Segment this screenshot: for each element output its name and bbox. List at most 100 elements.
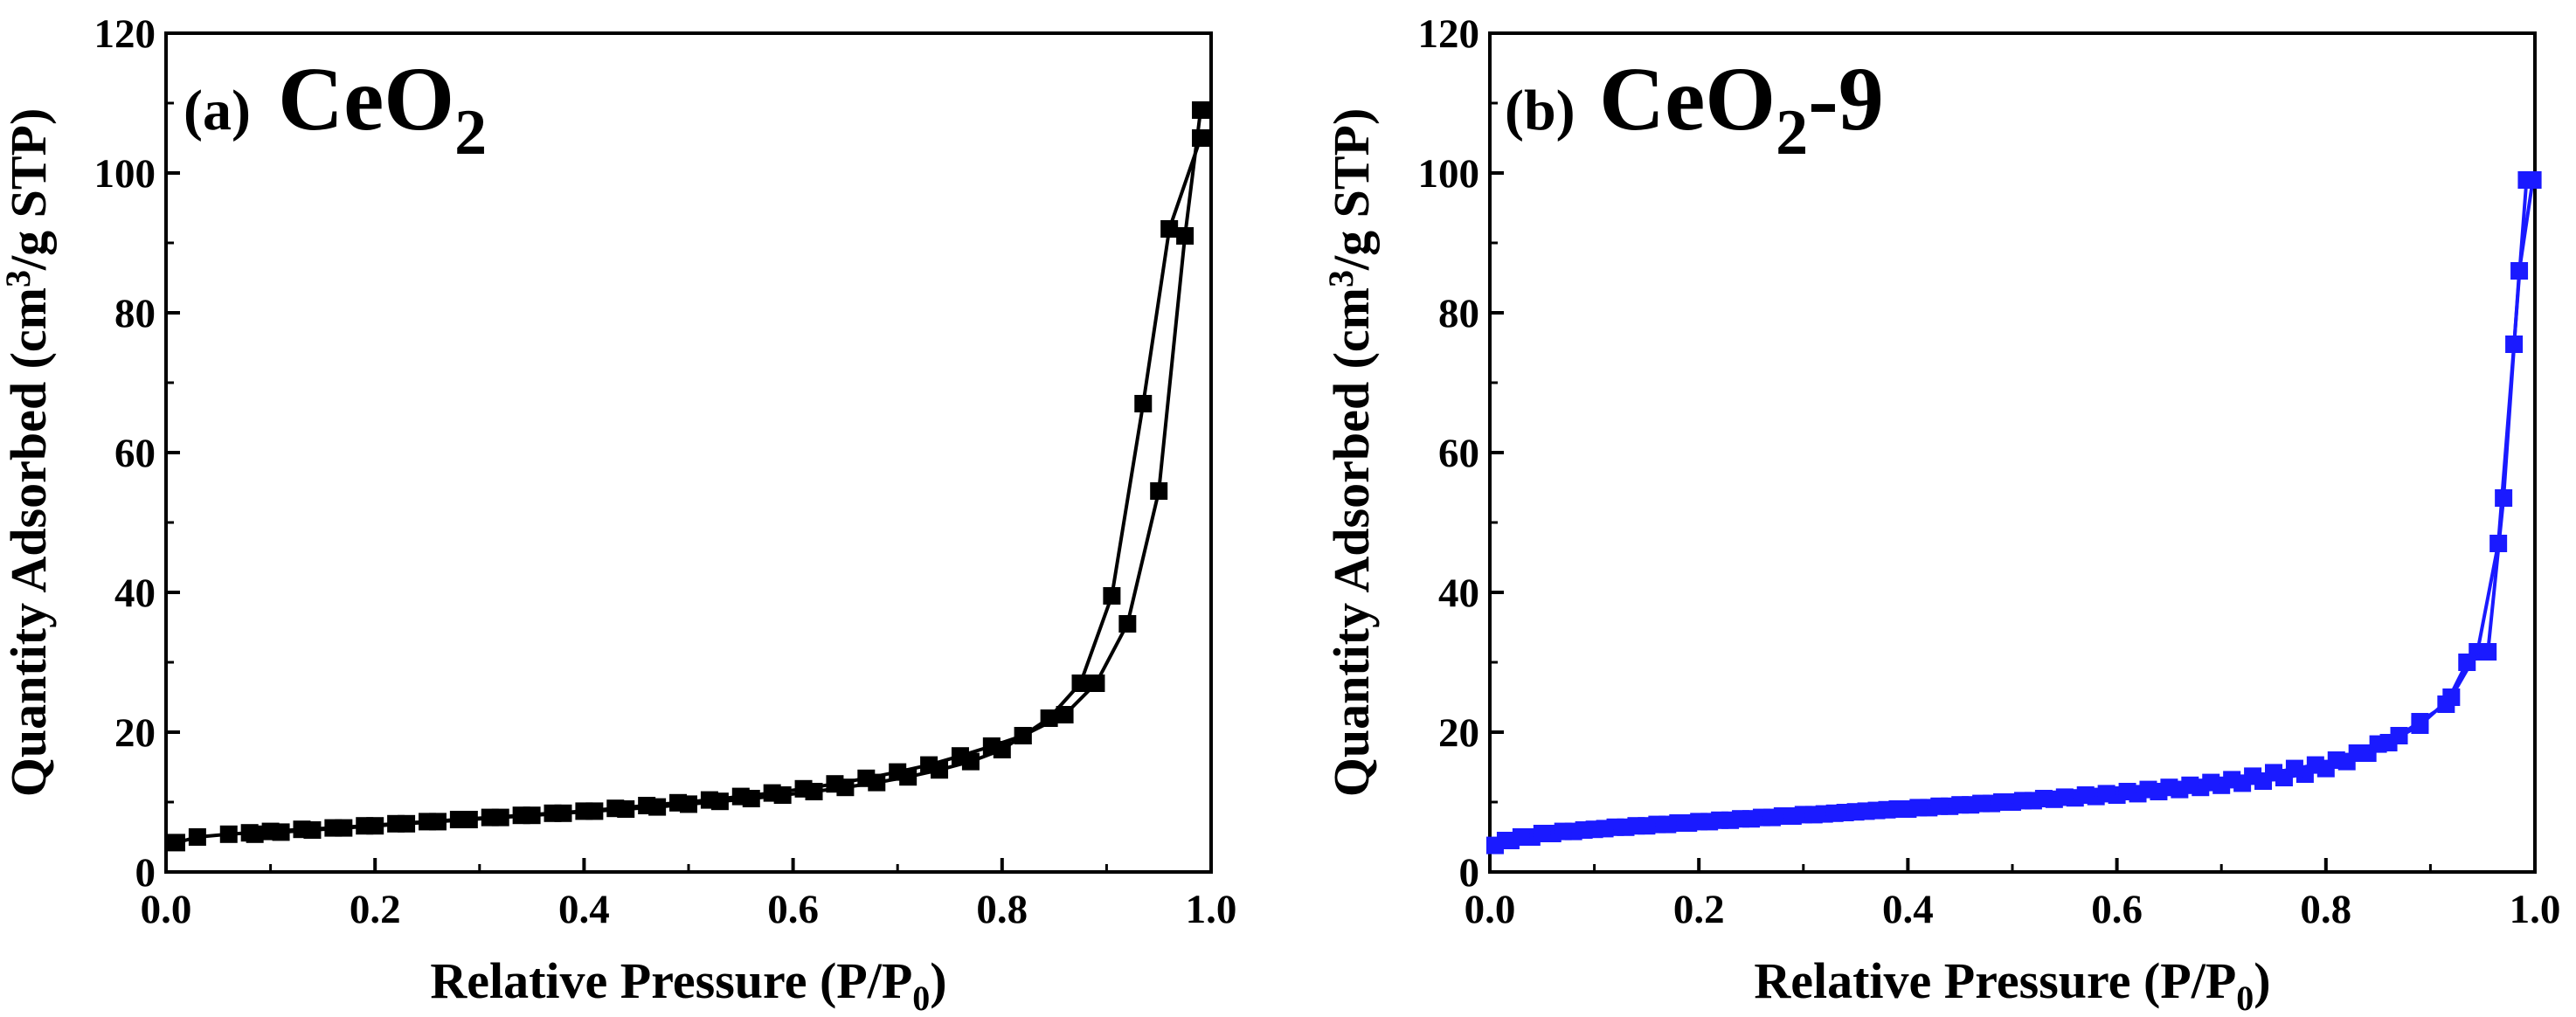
desorption-marker	[1040, 709, 1058, 727]
x-axis-title-end: )	[2254, 952, 2270, 1009]
x-axis-title-sub: 0	[2236, 979, 2254, 1017]
y-tick-label: 20	[114, 710, 156, 756]
desorption-marker	[585, 802, 604, 820]
desorption-marker	[1972, 794, 1991, 813]
desorption-marker	[1930, 797, 1949, 815]
desorption-marker	[2495, 489, 2513, 507]
desorption-marker	[2285, 759, 2303, 778]
desorption-marker	[1909, 799, 1928, 817]
desorption-marker	[710, 792, 729, 811]
x-tick-label: 0.2	[1673, 887, 1725, 932]
desorption-marker	[1742, 810, 1760, 828]
desorption-marker	[1014, 727, 1032, 744]
desorption-marker	[2479, 643, 2497, 661]
desorption-marker	[2244, 767, 2262, 785]
y-tick-label: 120	[1418, 11, 1480, 57]
desorption-marker	[1512, 828, 1530, 846]
series-group	[167, 101, 1210, 852]
panel-title-sub: 2	[1776, 97, 1808, 169]
desorption-marker	[2390, 727, 2408, 744]
desorption-marker	[2265, 764, 2282, 782]
y-tick-label: 80	[114, 291, 156, 336]
desorption-marker	[2181, 776, 2199, 794]
x-tick-label: 0.6	[767, 887, 819, 932]
desorption-marker	[1804, 806, 1823, 824]
y-tick-label: 120	[94, 11, 156, 57]
desorption-marker	[617, 800, 635, 818]
desorption-marker	[1846, 803, 1865, 821]
desorption-marker	[1496, 832, 1514, 849]
series-group	[1485, 171, 2542, 854]
x-tick-label: 1.0	[1186, 887, 1237, 932]
adsorption-marker	[167, 834, 185, 852]
adsorption-marker	[1192, 101, 1210, 119]
desorption-marker	[272, 823, 290, 841]
desorption-marker	[648, 798, 667, 816]
x-tick-label: 0.6	[2091, 887, 2143, 932]
x-tick-label: 0.8	[2300, 887, 2351, 932]
y-tick-label: 100	[94, 151, 156, 197]
desorption-marker	[246, 825, 264, 843]
y-tick-label: 0	[135, 850, 156, 896]
desorption-marker	[899, 768, 918, 786]
y-tick-label: 60	[1438, 431, 1479, 476]
y-axis-title-end: /g STP)	[1323, 108, 1380, 271]
desorption-marker	[1160, 220, 1179, 238]
desorption-marker	[1679, 814, 1698, 832]
desorption-marker	[1762, 808, 1781, 827]
desorption-marker	[805, 783, 823, 800]
adsorption-marker	[1150, 482, 1168, 500]
desorption-marker	[2055, 788, 2074, 806]
y-axis-title-main: Quantity Adsorbed (cm	[1323, 287, 1380, 797]
desorption-marker	[1951, 796, 1970, 814]
desorption-marker	[1783, 807, 1802, 825]
x-tick-label: 1.0	[2510, 887, 2561, 932]
adsorption-marker	[1176, 227, 1195, 245]
desorption-marker	[1575, 821, 1593, 839]
desorption-marker	[428, 813, 447, 831]
y-axis-title-main: Quantity Adsorbed (cm	[0, 287, 57, 797]
ticks: 0.0 0.2 0.4 0.6 0.8 1.0 0 20 40 60 80 100 120	[94, 11, 1237, 932]
desorption-marker	[2013, 792, 2032, 810]
y-tick-label: 40	[114, 571, 156, 616]
desorption-marker	[2223, 771, 2241, 789]
desorption-marker	[868, 773, 886, 792]
desorption-marker	[931, 761, 949, 779]
panel-label: (a)	[184, 79, 251, 142]
y-tick-label: 60	[114, 431, 156, 476]
desorption-marker	[2306, 756, 2324, 774]
x-tick-label: 0.4	[1882, 887, 1934, 932]
desorption-marker	[1617, 818, 1635, 836]
adsorption-marker	[188, 828, 206, 846]
desorption-marker	[2327, 751, 2345, 769]
desorption-marker	[2160, 778, 2178, 797]
desorption-marker	[2437, 695, 2455, 713]
desorption-marker	[554, 804, 572, 822]
x-tick-label: 0.8	[976, 887, 1028, 932]
x-axis-title-main: Relative Pressure (P/P	[1754, 952, 2236, 1009]
desorption-marker	[680, 795, 697, 813]
x-axis-title-sub: 0	[912, 979, 930, 1017]
desorption-marker	[2369, 735, 2387, 753]
desorption-marker	[1134, 395, 1153, 412]
panel-label: (b)	[1505, 79, 1575, 142]
x-tick-label: 0.0	[1465, 887, 1516, 932]
desorption-marker	[742, 790, 760, 807]
x-tick-label: 0.0	[141, 887, 192, 932]
desorption-marker	[2139, 780, 2157, 799]
panel-title: CeO2-9	[1599, 49, 1884, 169]
desorption-marker	[1993, 793, 2012, 811]
desorption-marker	[366, 817, 384, 835]
desorption-marker	[1658, 815, 1677, 834]
panel-title-main: CeO	[1599, 49, 1776, 149]
y-tick-label: 40	[1438, 571, 1479, 616]
desorption-marker	[2458, 654, 2476, 671]
desorption-marker	[491, 808, 509, 827]
desorption-marker	[2034, 790, 2053, 807]
desorption-marker	[1825, 804, 1844, 822]
panel-title-sub: 2	[454, 97, 487, 169]
desorption-marker	[523, 806, 541, 825]
y-tick-label: 80	[1438, 291, 1479, 336]
desorption-marker	[2524, 171, 2542, 189]
